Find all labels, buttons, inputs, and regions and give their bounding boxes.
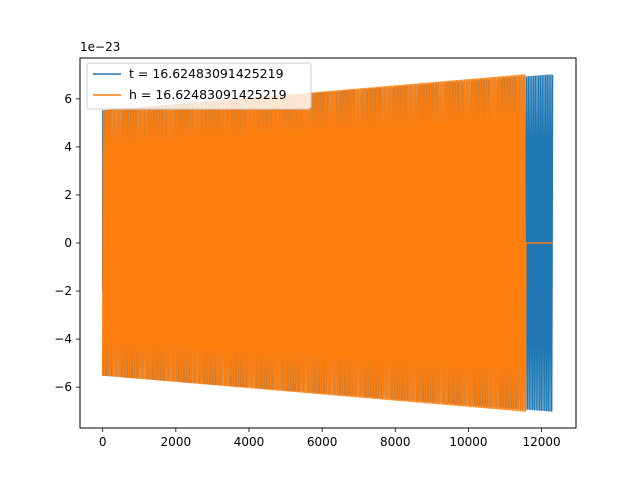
legend-frame (86, 62, 312, 110)
x-tick-label: 2000 (161, 435, 192, 449)
x-tick-label: 10000 (449, 435, 487, 449)
legend-label-t: t = 16.62483091425219 (129, 66, 284, 81)
legend: t = 16.62483091425219 h = 16.62483091425… (86, 62, 312, 110)
x-tick-label: 6000 (307, 435, 338, 449)
y-tick-label: −2 (54, 284, 72, 298)
series-layer (101, 74, 554, 412)
legend-label-h: h = 16.62483091425219 (129, 87, 287, 102)
x-tick-label: 0 (99, 435, 107, 449)
y-tick-label: 4 (64, 140, 72, 154)
y-tick-label: −4 (54, 332, 72, 346)
series-line-1 (101, 74, 553, 412)
x-tick-label: 4000 (234, 435, 265, 449)
y-tick-label: 6 (64, 92, 72, 106)
x-tick-label: 8000 (380, 435, 411, 449)
x-tick-label: 12000 (523, 435, 561, 449)
y-tick-label: −6 (54, 380, 72, 394)
y-axis: −6 −4 −2 0 2 4 6 (54, 92, 80, 394)
x-axis: 0 2000 4000 6000 8000 10000 12000 (99, 428, 561, 449)
y-offset-label: 1e−23 (80, 40, 120, 54)
y-tick-label: 2 (64, 188, 72, 202)
y-tick-label: 0 (64, 236, 72, 250)
